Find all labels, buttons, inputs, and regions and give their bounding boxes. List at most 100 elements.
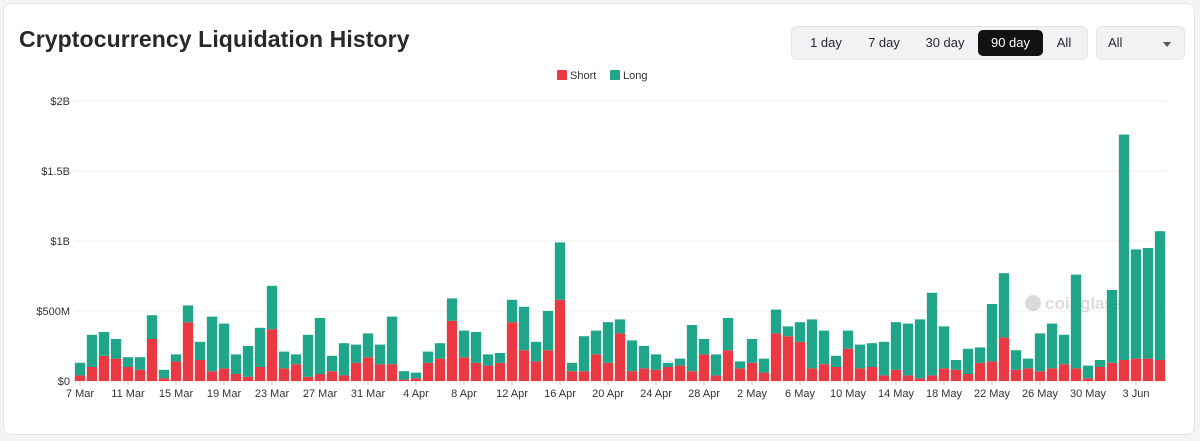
- bar-long[interactable]: [1022, 358, 1034, 369]
- bar-short[interactable]: [746, 362, 758, 381]
- bar-long[interactable]: [1094, 360, 1106, 367]
- bar-short[interactable]: [590, 354, 602, 381]
- bar-short[interactable]: [722, 350, 734, 381]
- bar-short[interactable]: [110, 358, 122, 381]
- bar-short[interactable]: [602, 362, 614, 381]
- bar-short[interactable]: [614, 333, 626, 381]
- bar-long[interactable]: [638, 346, 650, 369]
- range-7-day-button[interactable]: 7 day: [868, 35, 900, 50]
- bar-short[interactable]: [866, 367, 878, 381]
- bar-short[interactable]: [1082, 378, 1094, 381]
- bar-long[interactable]: [398, 371, 410, 380]
- bar-short[interactable]: [854, 368, 866, 381]
- bar-long[interactable]: [914, 319, 926, 379]
- bar-short[interactable]: [926, 375, 938, 381]
- bar-long[interactable]: [1010, 350, 1022, 370]
- bar-long[interactable]: [722, 318, 734, 351]
- bar-long[interactable]: [302, 334, 314, 377]
- bar-short[interactable]: [134, 369, 146, 381]
- bar-long[interactable]: [926, 292, 938, 376]
- bar-long[interactable]: [110, 339, 122, 359]
- bar-long[interactable]: [1046, 323, 1058, 369]
- bar-short[interactable]: [218, 368, 230, 381]
- bar-long[interactable]: [566, 362, 578, 372]
- bar-long[interactable]: [866, 343, 878, 367]
- bar-short[interactable]: [122, 367, 134, 381]
- bar-long[interactable]: [266, 285, 278, 330]
- bar-short[interactable]: [818, 364, 830, 381]
- bar-short[interactable]: [914, 378, 926, 381]
- bar-short[interactable]: [674, 365, 686, 381]
- bar-long[interactable]: [650, 354, 662, 370]
- bar-short[interactable]: [1058, 364, 1070, 381]
- bar-long[interactable]: [122, 357, 134, 367]
- bar-short[interactable]: [422, 362, 434, 381]
- bar-long[interactable]: [530, 341, 542, 362]
- range-1-day-button[interactable]: 1 day: [810, 35, 842, 50]
- bar-short[interactable]: [662, 367, 674, 381]
- bar-long[interactable]: [734, 361, 746, 369]
- range-90-day-button[interactable]: 90 day: [978, 30, 1043, 56]
- bar-short[interactable]: [206, 371, 218, 381]
- bar-long[interactable]: [74, 362, 86, 376]
- coin-select[interactable]: All: [1096, 26, 1185, 60]
- bar-short[interactable]: [638, 368, 650, 381]
- bar-long[interactable]: [422, 351, 434, 363]
- bar-long[interactable]: [1058, 334, 1070, 365]
- bar-short[interactable]: [974, 362, 986, 381]
- bar-long[interactable]: [626, 340, 638, 372]
- bar-long[interactable]: [698, 339, 710, 355]
- bar-long[interactable]: [1142, 248, 1154, 359]
- bar-long[interactable]: [770, 309, 782, 334]
- bar-long[interactable]: [170, 354, 182, 362]
- bar-short[interactable]: [998, 337, 1010, 381]
- bar-short[interactable]: [350, 362, 362, 381]
- bar-long[interactable]: [494, 353, 506, 363]
- bar-long[interactable]: [818, 330, 830, 365]
- bar-long[interactable]: [278, 351, 290, 369]
- bar-short[interactable]: [194, 360, 206, 381]
- bar-short[interactable]: [434, 358, 446, 381]
- bar-long[interactable]: [842, 330, 854, 349]
- bar-short[interactable]: [530, 361, 542, 381]
- bar-long[interactable]: [314, 318, 326, 374]
- bar-short[interactable]: [782, 336, 794, 381]
- bar-short[interactable]: [698, 354, 710, 381]
- bar-long[interactable]: [98, 332, 110, 356]
- bar-short[interactable]: [458, 357, 470, 381]
- bar-short[interactable]: [794, 341, 806, 381]
- bar-short[interactable]: [626, 371, 638, 381]
- bar-long[interactable]: [890, 322, 902, 370]
- bar-short[interactable]: [278, 368, 290, 381]
- bar-short[interactable]: [386, 364, 398, 381]
- bar-short[interactable]: [950, 369, 962, 381]
- bar-long[interactable]: [374, 344, 386, 365]
- bar-long[interactable]: [662, 362, 674, 367]
- bar-long[interactable]: [518, 306, 530, 351]
- bar-short[interactable]: [1070, 368, 1082, 381]
- bar-short[interactable]: [902, 375, 914, 381]
- bar-short[interactable]: [686, 371, 698, 381]
- bar-short[interactable]: [518, 350, 530, 381]
- bar-long[interactable]: [134, 357, 146, 370]
- bar-short[interactable]: [1010, 369, 1022, 381]
- bar-long[interactable]: [950, 360, 962, 370]
- bar-long[interactable]: [158, 369, 170, 379]
- bar-short[interactable]: [554, 299, 566, 381]
- bar-long[interactable]: [1130, 249, 1142, 359]
- bar-long[interactable]: [974, 347, 986, 363]
- bar-long[interactable]: [230, 354, 242, 374]
- bar-long[interactable]: [590, 330, 602, 355]
- bar-long[interactable]: [806, 319, 818, 369]
- bar-short[interactable]: [758, 372, 770, 381]
- bar-long[interactable]: [674, 358, 686, 366]
- bar-short[interactable]: [470, 362, 482, 381]
- bar-long[interactable]: [986, 304, 998, 362]
- bar-short[interactable]: [566, 371, 578, 381]
- bar-long[interactable]: [1154, 231, 1166, 360]
- bar-long[interactable]: [86, 334, 98, 367]
- bar-short[interactable]: [578, 371, 590, 381]
- bar-short[interactable]: [1046, 368, 1058, 381]
- bar-short[interactable]: [98, 355, 110, 381]
- bar-long[interactable]: [242, 346, 254, 377]
